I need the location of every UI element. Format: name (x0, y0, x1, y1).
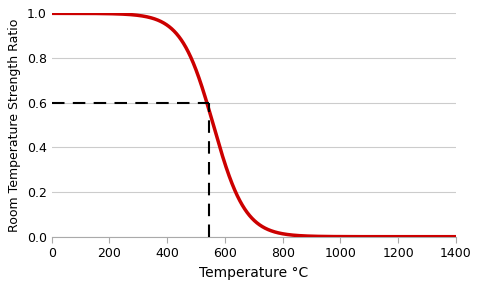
Y-axis label: Room Temperature Strength Ratio: Room Temperature Strength Ratio (8, 18, 21, 232)
X-axis label: Temperature °C: Temperature °C (199, 266, 308, 280)
